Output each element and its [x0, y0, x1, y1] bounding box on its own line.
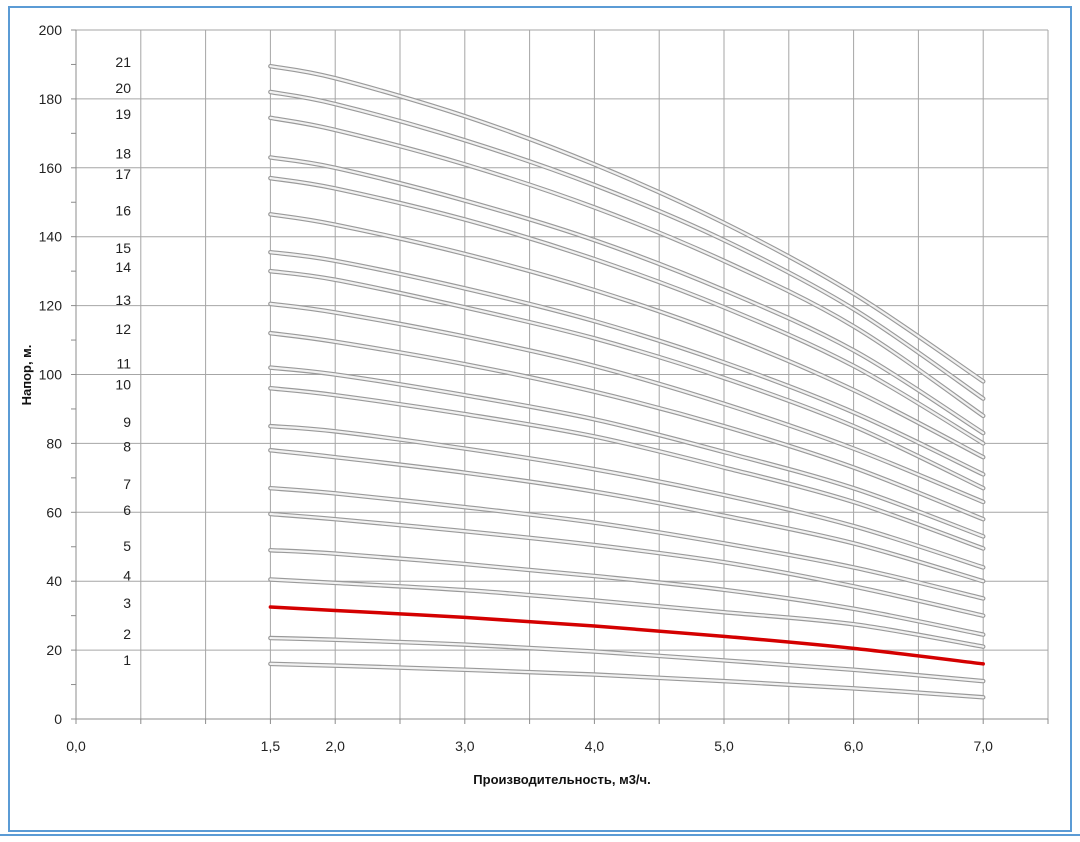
curve-9: [269, 425, 985, 569]
curve-label-15: 15: [115, 240, 131, 256]
y-tick-label: 160: [39, 160, 63, 176]
curve-label-18: 18: [115, 145, 131, 161]
curve-label-16: 16: [115, 202, 131, 218]
y-tick-label: 20: [46, 642, 62, 658]
x-tick-label: 1,5: [261, 738, 281, 754]
bottom-border: [0, 834, 1080, 842]
y-tick-label: 100: [39, 367, 63, 383]
curve-12: [269, 332, 985, 521]
y-tick-label: 120: [39, 298, 63, 314]
x-tick-label: 6,0: [844, 738, 864, 754]
curve-15: [269, 251, 985, 476]
curve-1: [269, 662, 985, 699]
y-tick-label: 80: [46, 435, 62, 451]
curve-7-outline: [268, 485, 986, 601]
curve-label-10: 10: [115, 376, 131, 392]
y-tick-label: 0: [54, 711, 62, 727]
curve-label-7: 7: [123, 476, 131, 492]
x-tick-label: 0,0: [66, 738, 86, 754]
curve-label-1: 1: [123, 652, 131, 668]
y-tick-label: 40: [46, 573, 62, 589]
curve-6: [269, 512, 985, 617]
curve-16: [269, 213, 985, 459]
curve-1-outline: [268, 661, 986, 700]
curve-label-6: 6: [123, 502, 131, 518]
curve-label-20: 20: [115, 80, 131, 96]
curve-label-8: 8: [123, 438, 131, 454]
curve-label-17: 17: [115, 166, 131, 182]
curve-label-11: 11: [116, 356, 131, 372]
curve-21: [269, 65, 985, 383]
x-axis-title: Производительность, м3/ч.: [473, 772, 650, 787]
curve-label-19: 19: [115, 106, 131, 122]
curve-label-4: 4: [123, 567, 131, 583]
y-tick-label: 180: [39, 91, 63, 107]
curve-18: [269, 156, 985, 435]
x-axis-ticks: 0,0 1,5 2,0 3,0 4,0 5,0 6,0 7,0: [66, 738, 993, 754]
curve-label-13: 13: [115, 292, 131, 308]
y-tick-label: 140: [39, 229, 63, 245]
x-tick-label: 2,0: [325, 738, 345, 754]
curve-19: [269, 116, 985, 417]
curve-8: [269, 449, 985, 583]
curve-13: [269, 302, 985, 504]
y-axis-title: Напор, м.: [19, 345, 34, 406]
curve-8-outline: [268, 448, 986, 584]
curve-11: [269, 366, 985, 538]
curve-10: [269, 387, 985, 550]
curves: [268, 63, 986, 700]
curve-label-5: 5: [123, 538, 131, 554]
x-tick-label: 5,0: [714, 738, 734, 754]
curve-17: [269, 177, 985, 445]
x-tick-label: 4,0: [585, 738, 605, 754]
curve-14: [269, 270, 985, 490]
x-tick-label: 3,0: [455, 738, 475, 754]
curve-label-14: 14: [115, 259, 131, 275]
curve-label-21: 21: [115, 54, 131, 70]
y-tick-label: 200: [39, 22, 63, 38]
curve-7: [269, 487, 985, 600]
x-tick-label: 7,0: [973, 738, 993, 754]
curve-3: [268, 605, 985, 666]
curve-2: [269, 636, 985, 683]
grid: [71, 29, 1049, 724]
chart-frame: [8, 6, 1072, 832]
curve-label-3: 3: [123, 595, 131, 611]
curve-label-12: 12: [115, 321, 131, 337]
y-axis-ticks: 0 20 40 60 80 100 120 140 160 180 200: [39, 22, 63, 727]
curve-20: [269, 90, 985, 400]
curve-5: [269, 549, 985, 636]
curve-label-9: 9: [123, 414, 131, 430]
curve-4: [269, 578, 985, 648]
curve-label-2: 2: [123, 626, 131, 642]
y-tick-label: 60: [46, 504, 62, 520]
